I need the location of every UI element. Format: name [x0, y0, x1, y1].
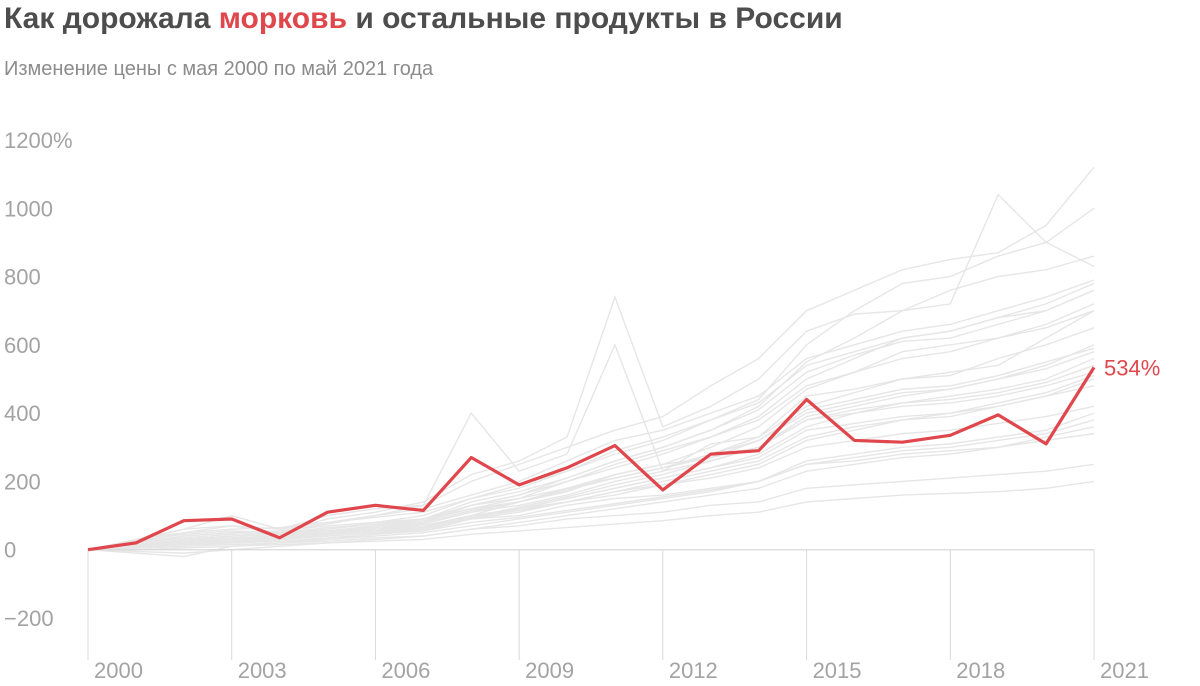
background-series-line	[87, 432, 1095, 551]
chart-subtitle: Изменение цены с мая 2000 по май 2021 го…	[4, 58, 434, 80]
chart-title: Как дорожала морковь и остальные продукт…	[4, 2, 843, 36]
y-tick-label: 600	[4, 333, 41, 358]
title-suffix: и остальные продукты в России	[347, 2, 843, 35]
background-series-line	[87, 419, 1095, 551]
background-series-line	[87, 310, 1095, 551]
background-series-line	[87, 378, 1095, 551]
carrot-series-line	[87, 366, 1096, 552]
x-tick-label: 2006	[381, 658, 430, 683]
highlight-series-group: 534%	[87, 355, 1160, 552]
y-tick-label: 400	[4, 401, 41, 426]
title-prefix: Как дорожала	[4, 2, 219, 35]
title-highlight: морковь	[218, 2, 348, 35]
background-series-line	[87, 303, 1095, 551]
x-axis-gridlines	[87, 549, 1095, 660]
y-tick-label: 200	[4, 469, 41, 494]
y-axis-ticks: −200 0 200 400 600 800 1000 1200%	[4, 128, 73, 631]
background-series-line	[87, 289, 1095, 551]
background-series-line	[88, 480, 1095, 551]
x-tick-label: 2012	[669, 658, 718, 683]
background-series-line	[87, 385, 1095, 558]
background-series-line	[87, 426, 1095, 551]
y-tick-label: 0	[4, 538, 16, 563]
background-series-group	[87, 166, 1095, 558]
x-tick-label: 2018	[956, 658, 1005, 683]
x-axis-ticks: 2000 2003 2006 2009 2012 2015 2018 2021	[94, 658, 1149, 683]
background-series-line	[87, 351, 1095, 551]
y-tick-label: 1200%	[4, 128, 73, 153]
background-series-line	[87, 463, 1095, 554]
carrot-end-label: 534%	[1104, 355, 1160, 380]
x-tick-label: 2003	[238, 658, 287, 683]
x-tick-label: 2000	[94, 658, 143, 683]
background-series-line	[87, 374, 1095, 551]
background-series-line	[87, 289, 1095, 551]
background-series-line	[87, 347, 1095, 551]
y-tick-label: 1000	[4, 196, 53, 221]
x-tick-label: 2009	[525, 658, 574, 683]
y-tick-label: 800	[4, 265, 41, 290]
y-tick-label: −200	[4, 606, 54, 631]
x-tick-label: 2021	[1100, 658, 1149, 683]
background-series-line	[87, 166, 1095, 551]
background-series-line	[87, 412, 1095, 551]
x-tick-label: 2015	[813, 658, 862, 683]
